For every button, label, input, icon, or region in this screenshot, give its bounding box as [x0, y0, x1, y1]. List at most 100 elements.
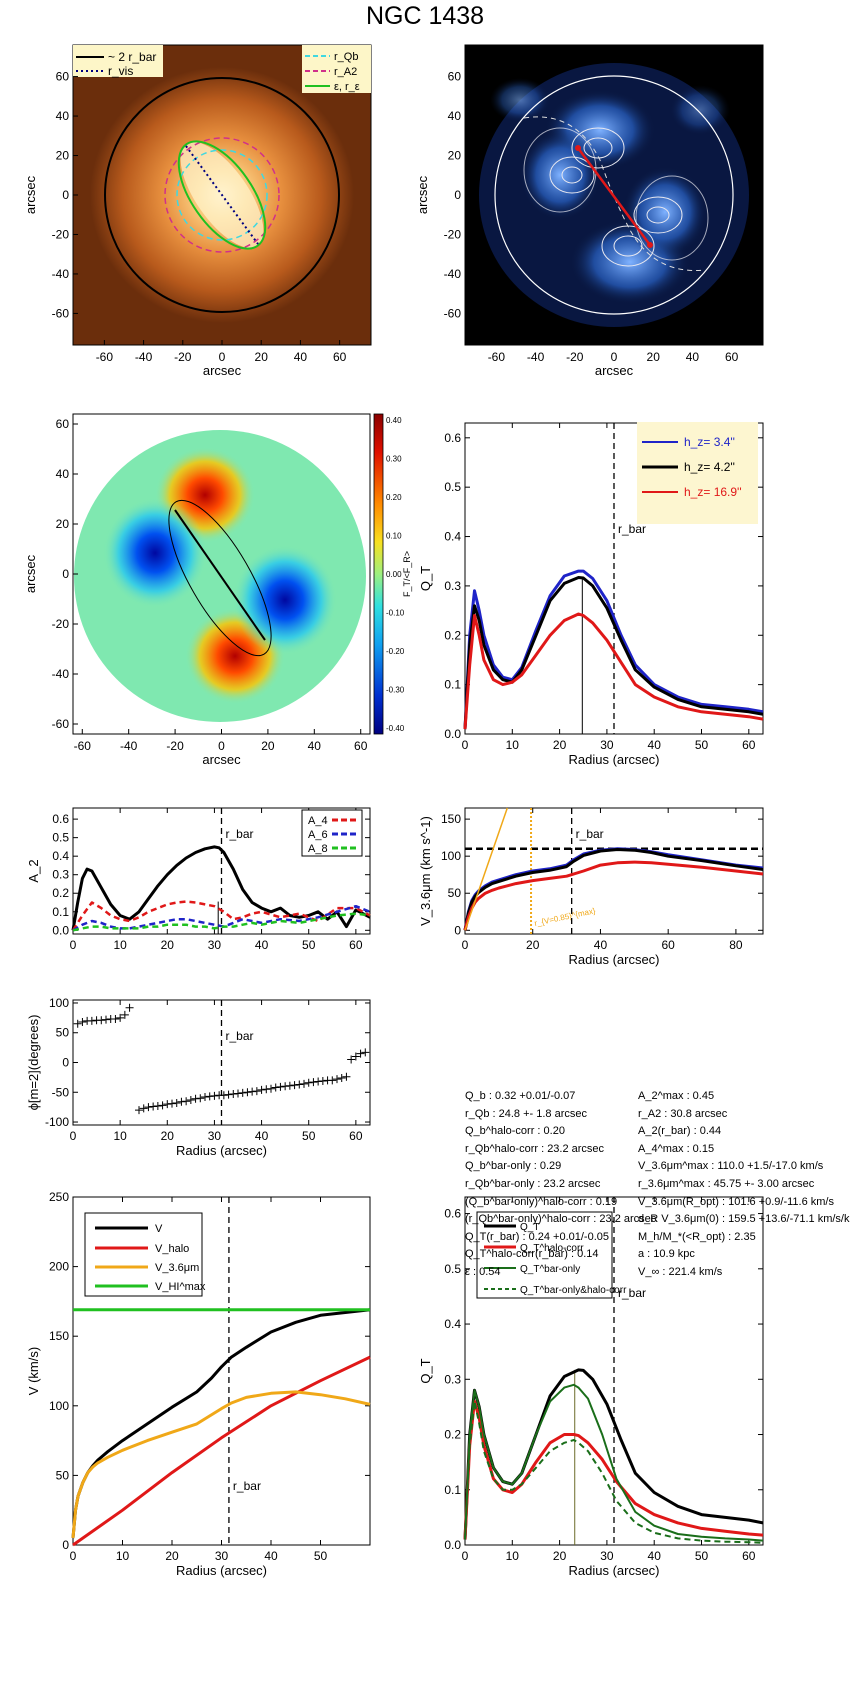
y-tick-label: -60 — [444, 306, 462, 320]
y-tick-label: -100 — [45, 1115, 69, 1129]
x-axis-label: arcsec — [202, 752, 241, 767]
y-tick-label: 40 — [56, 467, 70, 481]
y-tick-label: 20 — [56, 517, 70, 531]
y-tick-label: 0.2 — [444, 1428, 461, 1442]
legend-A8: A_8 — [308, 843, 328, 855]
phase-point — [300, 1079, 308, 1088]
y-tick-label: 0.5 — [52, 831, 69, 845]
x-tick-label: 40 — [255, 938, 269, 952]
x-axis-label: Radius (arcsec) — [568, 1563, 659, 1578]
phase-point — [205, 1092, 214, 1101]
y-tick-label: 0.3 — [444, 579, 461, 593]
phase-point — [120, 1010, 129, 1019]
panel-residual-image — [465, 45, 763, 345]
series-a-4 — [71, 900, 371, 931]
phase-point — [314, 1077, 323, 1086]
x-tick-label: 30 — [208, 1129, 222, 1143]
y-axis-label: Q_T — [418, 1358, 433, 1383]
phase-point — [248, 1087, 257, 1096]
plot-frame — [464, 807, 764, 935]
panel-galaxy-image — [73, 45, 371, 345]
legend-V36: V_3.6μm — [155, 1262, 199, 1274]
stat-line: (r_Qb^bar-only)^halo-corr : 23.2 arcsec — [465, 1213, 657, 1226]
legend-QT-bar: Q_T^bar-only — [520, 1264, 580, 1275]
x-tick-label: 60 — [354, 739, 368, 753]
y-tick-label: -20 — [52, 617, 70, 631]
x-axis-label: Radius (arcsec) — [176, 1563, 267, 1578]
legend-hz2: h_z= 4.2'' — [684, 460, 735, 474]
stat-line: Q_T(r_bar) : 0.24 +0.01/-0.05 — [465, 1230, 609, 1243]
x-tick-label: 0 — [462, 938, 469, 952]
x-tick-label: 30 — [208, 938, 222, 952]
y-tick-label: 150 — [49, 1329, 69, 1343]
series-q-t-halo-corr — [463, 1399, 764, 1540]
x-tick-label: 50 — [695, 1549, 709, 1563]
x-tick-label: 20 — [526, 938, 540, 952]
y-tick-label: -20 — [444, 227, 462, 241]
series-v-halo — [72, 1355, 371, 1547]
y-tick-label: -60 — [52, 306, 70, 320]
phase-point — [97, 1016, 106, 1025]
y-tick-label: 150 — [441, 812, 461, 826]
phase-point — [234, 1089, 242, 1098]
two-rbar-circle — [104, 77, 340, 313]
y-tick-label: 50 — [56, 1468, 70, 1482]
y-tick-label: 0.3 — [444, 1372, 461, 1386]
x-tick-label: 10 — [506, 1549, 520, 1563]
x-tick-label: 60 — [725, 350, 739, 364]
x-tick-label: 60 — [333, 350, 347, 364]
panel-phase: 0 10 20 30 40 50 60 -100 -50 0 50 100 Radius (arcsec… — [26, 996, 371, 1158]
x-tick-label: 30 — [600, 738, 614, 752]
x-tick-label: 40 — [648, 1549, 662, 1563]
y-tick-label: 0.1 — [444, 1483, 461, 1497]
x-tick-label: 60 — [742, 1549, 756, 1563]
stat-line: V_3.6μm(R_opt) : 101.6 +0.9/-11.6 km/s — [638, 1195, 834, 1208]
stat-line: r_Qb^bar-only : 23.2 arcsec — [465, 1177, 601, 1190]
x-tick-label: 60 — [349, 938, 363, 952]
x-tick-label: -40 — [120, 739, 138, 753]
phase-point — [243, 1088, 252, 1097]
y-tick-label: 60 — [56, 70, 70, 84]
x-tick-label: 0 — [462, 738, 469, 752]
y-tick-label: 0 — [454, 188, 461, 202]
y-tick-label: 0.6 — [444, 431, 461, 445]
x-tick-label: 40 — [264, 1549, 278, 1563]
y-tick-label: 0.4 — [52, 849, 69, 863]
rbar-label: r_bar — [618, 522, 646, 536]
y-tick-label: 60 — [56, 417, 70, 431]
y-tick-label: 0.1 — [444, 678, 461, 692]
y-tick-label: 50 — [448, 886, 462, 900]
y-axis-label: arcsec — [415, 175, 430, 214]
x-tick-label: 40 — [594, 938, 608, 952]
stat-line: V_3.6μm^max : 110.0 +1.5/-17.0 km/s — [638, 1160, 824, 1173]
colorbar-tick: 0.40 — [386, 416, 402, 425]
y-tick-label: 0.6 — [52, 812, 69, 826]
panel5-legend: A_4 A_6 A_8 — [301, 809, 363, 857]
stat-line: r_Qb : 24.8 +- 1.8 arcsec — [465, 1107, 587, 1120]
phase-point — [333, 1075, 341, 1084]
phase-point — [351, 1052, 360, 1061]
colorbar-tick: 0.10 — [386, 532, 402, 541]
stat-line: A_4^max : 0.15 — [638, 1142, 715, 1155]
x-tick-label: 30 — [600, 1549, 614, 1563]
phase-point — [78, 1018, 87, 1027]
legend-hz3: h_z= 16.9'' — [684, 485, 742, 499]
y-tick-label: -40 — [52, 667, 70, 681]
x-tick-label: 60 — [662, 938, 676, 952]
phase-point — [295, 1080, 304, 1089]
y-tick-label: 0.2 — [52, 886, 69, 900]
bar-axis-line — [576, 147, 652, 246]
x-tick-label: 0 — [219, 350, 226, 364]
y-tick-label: 20 — [56, 149, 70, 163]
phase-point — [361, 1048, 370, 1057]
rbar-label: r_bar — [576, 827, 604, 841]
panel3-axes: -60 -40 -20 0 20 40 60 60 40 20 0 -20 -40 -60 arcsec ar… — [23, 416, 405, 767]
rQb-circle — [176, 149, 268, 241]
x-tick-label: 10 — [113, 1129, 127, 1143]
phase-point — [328, 1076, 337, 1085]
y-tick-label: 50 — [56, 1026, 70, 1040]
y-tick-label: 40 — [56, 109, 70, 123]
x-tick-label: -60 — [96, 350, 114, 364]
y-axis-label: ϕ[m=2](degrees) — [26, 1015, 41, 1111]
phase-point — [318, 1076, 327, 1085]
